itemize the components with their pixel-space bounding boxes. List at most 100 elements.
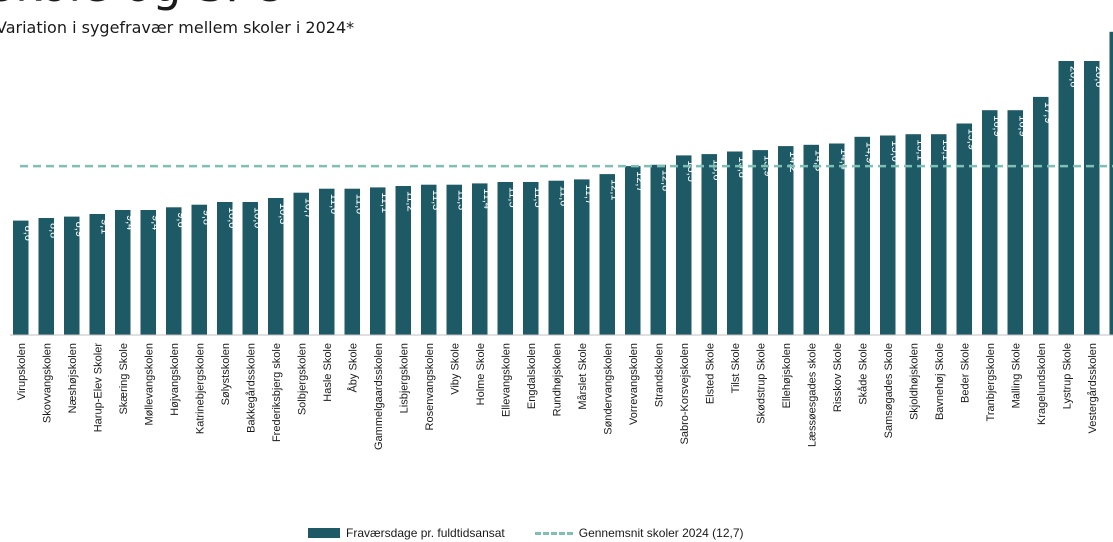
bar-value-label: 10,7 bbox=[302, 198, 314, 219]
legend-swatch-bar bbox=[308, 528, 340, 538]
category-label: Skovvangskolen bbox=[41, 343, 53, 423]
category-label: Søndervangskolen bbox=[602, 343, 614, 435]
bar bbox=[650, 164, 666, 335]
bar bbox=[880, 135, 896, 335]
category-label: Skæring Skole bbox=[118, 343, 130, 415]
bar-value-label: 14,3 bbox=[812, 150, 824, 171]
bar bbox=[191, 204, 207, 335]
bar bbox=[905, 134, 921, 335]
bar bbox=[523, 182, 539, 335]
bar bbox=[1084, 61, 1100, 335]
bars-group: 8,6 8,8 8,9 9,1 9,4 9,4 9,6 9,8 10,0 10,0 10,3 10,7… bbox=[13, 31, 1113, 336]
bar bbox=[421, 184, 437, 335]
bar bbox=[370, 187, 386, 335]
bar bbox=[803, 144, 819, 335]
category-label: Åby Skole bbox=[346, 343, 359, 393]
bar-value-label: 14,9 bbox=[863, 142, 875, 163]
legend-swatch-average bbox=[534, 531, 573, 535]
category-label: Skjoldhøjskolen bbox=[908, 343, 920, 420]
bar-value-label: 11,1 bbox=[379, 192, 391, 213]
bar bbox=[497, 182, 513, 335]
bar bbox=[1058, 61, 1074, 335]
category-label: Holme Skole bbox=[475, 343, 487, 405]
category-label: Solbjergskolen bbox=[296, 343, 308, 415]
bar-value-label: 11,2 bbox=[404, 191, 416, 212]
category-label: Lisbjergskolen bbox=[398, 343, 410, 413]
category-label: Vorrevangskolen bbox=[628, 343, 640, 425]
category-label: Læssøesgades skole bbox=[806, 343, 818, 447]
category-label: Rosenvangskolen bbox=[424, 343, 436, 430]
category-label: Sabro-Korsvejskolen bbox=[679, 343, 691, 445]
bar bbox=[931, 134, 947, 335]
category-label: Samsøgades Skole bbox=[883, 343, 895, 438]
category-label: Tranbjergskolen bbox=[985, 343, 997, 421]
category-label: Møllevangskolen bbox=[143, 343, 155, 426]
bar bbox=[956, 123, 972, 335]
bar bbox=[982, 110, 998, 335]
bar-value-label: 8,6 bbox=[22, 226, 34, 241]
bar-value-label: 11,4 bbox=[481, 188, 493, 209]
bar-value-label: 10,0 bbox=[226, 207, 238, 228]
category-label: Ellevangskolen bbox=[500, 343, 512, 417]
bar-value-label: 11,3 bbox=[455, 190, 467, 211]
bar bbox=[574, 179, 590, 335]
bar bbox=[242, 202, 258, 335]
bar-value-label: 15,0 bbox=[889, 141, 901, 162]
bar-value-label: 13,5 bbox=[685, 160, 697, 181]
bar bbox=[446, 184, 462, 335]
bar-value-label: 20,6 bbox=[1067, 66, 1079, 87]
category-label: Hasle Skole bbox=[322, 343, 334, 402]
category-label: Sølystskolen bbox=[220, 343, 232, 405]
bar-value-label: 15,1 bbox=[940, 139, 952, 160]
bar bbox=[268, 198, 284, 335]
bar-value-label: 11,6 bbox=[557, 186, 569, 207]
category-label: Bavnehøj Skole bbox=[934, 343, 946, 420]
bar-value-label: 15,1 bbox=[914, 139, 926, 160]
bar-value-label: 20,6 bbox=[1093, 66, 1105, 87]
legend-label-bars: Fraværsdage pr. fuldtidsansat bbox=[346, 526, 505, 540]
bar bbox=[140, 210, 156, 335]
category-label: Harup-Elev Skoler bbox=[92, 343, 104, 433]
bar bbox=[854, 136, 870, 335]
category-label: Vestergårdsskolen bbox=[1087, 343, 1099, 434]
bar bbox=[217, 202, 233, 335]
bar-value-label: 11,0 bbox=[328, 194, 340, 215]
bar-value-label: 9,4 bbox=[124, 215, 136, 230]
bar bbox=[395, 186, 411, 335]
bar bbox=[1033, 96, 1049, 336]
bar-value-label: 11,0 bbox=[353, 194, 365, 215]
bar-value-label: 10,0 bbox=[251, 207, 263, 228]
bar-value-label: 10,3 bbox=[277, 203, 289, 224]
bar bbox=[599, 174, 615, 335]
bar bbox=[625, 166, 641, 335]
category-label: Bakkegårdsskolen bbox=[245, 343, 257, 433]
bar-value-label: 12,1 bbox=[608, 179, 620, 200]
category-label: Mårslet Skole bbox=[577, 343, 589, 410]
bar-value-label: 11,3 bbox=[430, 190, 442, 211]
bar-value-label: 12,7 bbox=[634, 171, 646, 192]
category-label: Skødstrup Skole bbox=[755, 343, 767, 424]
bar-value-label: 11,5 bbox=[506, 187, 518, 208]
bar bbox=[676, 155, 692, 335]
bar-value-label: 8,8 bbox=[47, 223, 59, 238]
bar bbox=[166, 207, 182, 335]
bar-value-label: 11,7 bbox=[583, 184, 595, 205]
bar-value-label: 9,6 bbox=[175, 212, 187, 227]
bar-value-label: 9,1 bbox=[98, 219, 110, 234]
bar bbox=[548, 180, 564, 335]
bar bbox=[89, 214, 105, 335]
bar bbox=[778, 146, 794, 335]
bar bbox=[13, 220, 29, 335]
category-label: Tilst Skole bbox=[730, 343, 742, 393]
bar-value-label: 16,9 bbox=[1016, 115, 1028, 136]
page-title: Skole og SFO bbox=[0, 0, 288, 8]
bar-value-label: 11,5 bbox=[532, 187, 544, 208]
bar bbox=[1007, 110, 1023, 335]
category-label: Strandskolen bbox=[653, 343, 665, 407]
bar bbox=[344, 188, 360, 335]
category-label: Gammelgaardsskolen bbox=[373, 343, 385, 450]
category-label: Beder Skole bbox=[959, 343, 971, 403]
legend-item-bars: Fraværsdage pr. fuldtidsansat bbox=[308, 526, 505, 540]
category-label: Katrinebjergskolen bbox=[194, 343, 206, 434]
